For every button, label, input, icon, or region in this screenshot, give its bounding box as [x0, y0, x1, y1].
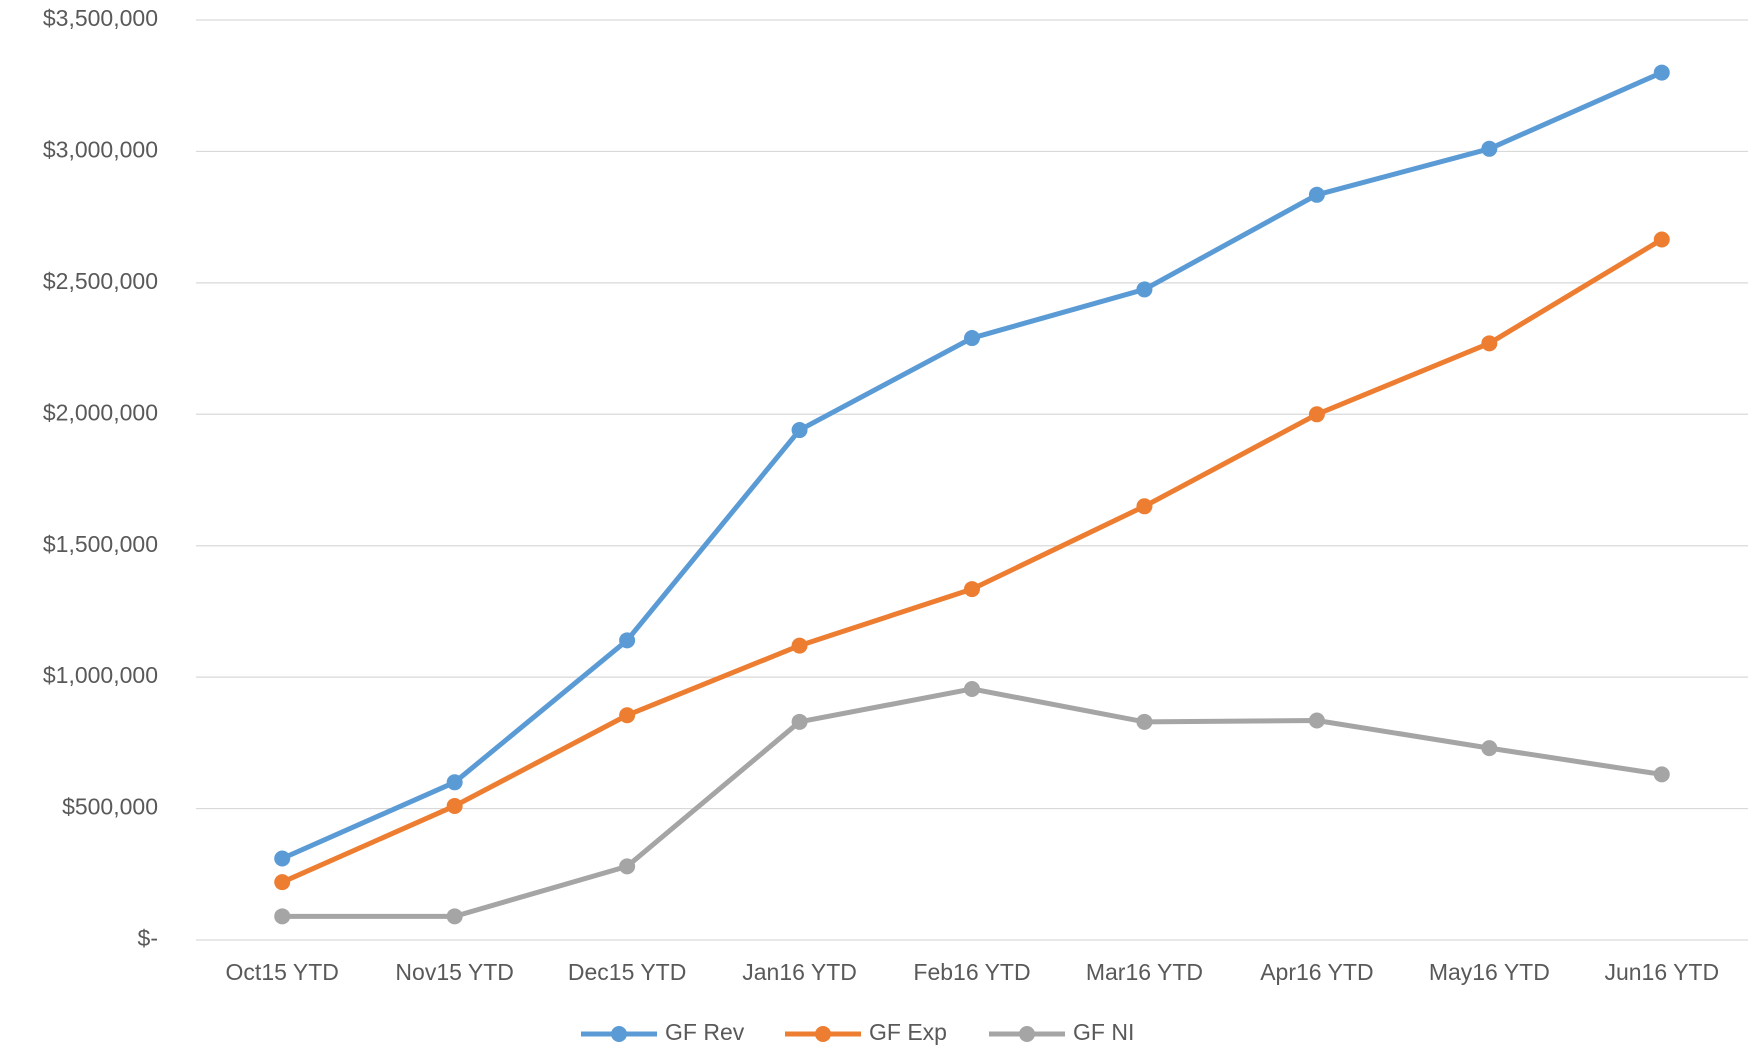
- data-point: [791, 422, 808, 439]
- legend-label: GF Exp: [869, 1019, 947, 1045]
- x-tick-label: Feb16 YTD: [913, 959, 1030, 985]
- data-point: [964, 680, 980, 697]
- data-point: [1653, 766, 1670, 783]
- data-point: [1481, 335, 1498, 352]
- data-point: [1308, 186, 1325, 203]
- x-tick-label: Dec15 YTD: [568, 959, 686, 985]
- x-tick-label: Oct15 YTD: [226, 959, 339, 985]
- data-point: [791, 713, 808, 730]
- x-tick-label: Apr16 YTD: [1260, 959, 1373, 985]
- data-point: [274, 874, 291, 891]
- legend-marker: [815, 1026, 831, 1042]
- x-tick-label: Jun16 YTD: [1604, 959, 1719, 985]
- data-point: [274, 908, 291, 925]
- data-point: [619, 858, 636, 875]
- y-tick-label: $1,000,000: [43, 662, 158, 688]
- data-point: [1136, 498, 1153, 515]
- data-point: [274, 850, 291, 867]
- data-point: [791, 637, 808, 654]
- data-point: [1481, 140, 1498, 157]
- x-tick-label: Jan16 YTD: [742, 959, 857, 985]
- y-tick-label: $2,000,000: [43, 399, 158, 425]
- data-point: [446, 908, 463, 925]
- y-tick-label: $2,500,000: [43, 268, 158, 294]
- y-tick-label: $3,000,000: [43, 137, 158, 163]
- legend-marker: [611, 1026, 627, 1042]
- x-tick-label: Nov15 YTD: [395, 959, 513, 985]
- y-tick-label: $3,500,000: [43, 5, 158, 31]
- x-tick-label: May16 YTD: [1429, 959, 1550, 985]
- data-point: [964, 330, 980, 347]
- legend-marker: [1019, 1026, 1035, 1042]
- data-point: [619, 707, 636, 724]
- data-point: [1308, 712, 1325, 729]
- legend-label: GF NI: [1073, 1019, 1134, 1045]
- data-point: [1653, 231, 1670, 248]
- y-tick-label: $1,500,000: [43, 531, 158, 557]
- data-point: [1653, 64, 1670, 81]
- data-point: [964, 581, 980, 598]
- data-point: [619, 632, 636, 649]
- data-point: [1136, 281, 1153, 298]
- data-point: [446, 774, 463, 791]
- data-point: [1481, 740, 1498, 757]
- data-point: [446, 797, 463, 814]
- data-point: [1136, 713, 1153, 730]
- y-tick-label: $500,000: [62, 794, 158, 820]
- series-line: [282, 686, 1663, 919]
- data-point: [1308, 406, 1325, 423]
- legend-label: GF Rev: [665, 1019, 745, 1045]
- x-tick-label: Mar16 YTD: [1086, 959, 1203, 985]
- y-tick-label: $-: [138, 925, 158, 951]
